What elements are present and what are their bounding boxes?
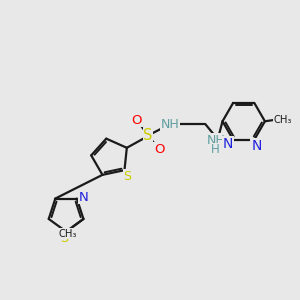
Text: H: H [211,143,220,156]
Text: NH: NH [161,118,179,131]
Text: S: S [61,232,69,244]
Text: N: N [223,137,233,151]
Text: CH₃: CH₃ [58,229,76,239]
Text: N: N [78,190,88,204]
Text: O: O [132,114,142,127]
Text: S: S [123,169,131,183]
Text: S: S [143,128,153,143]
Text: CH₃: CH₃ [274,115,292,125]
Text: N: N [251,139,262,153]
Text: NH: NH [206,134,225,147]
Text: O: O [154,143,164,156]
